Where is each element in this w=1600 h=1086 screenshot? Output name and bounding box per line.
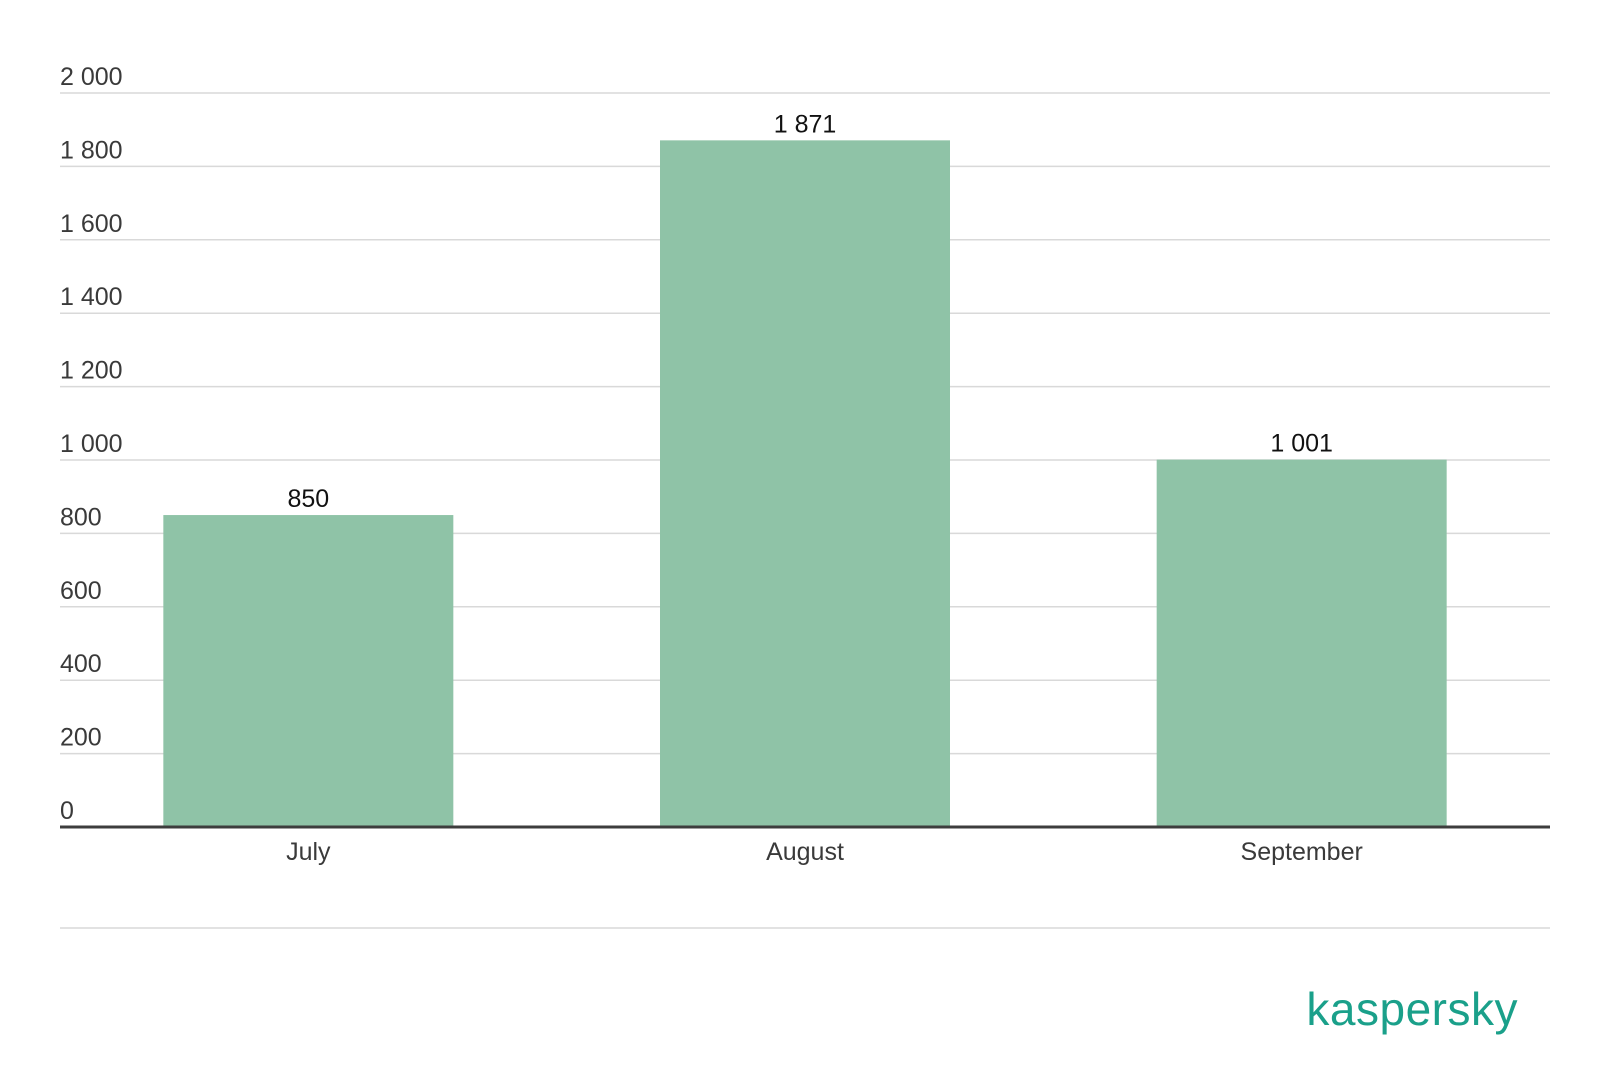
data-labels: 850 1 871 1 001 xyxy=(287,110,1332,513)
x-category-label-september: September xyxy=(1241,838,1363,866)
bar-august xyxy=(660,140,950,827)
y-axis-tick-labels: 0 200 400 600 800 1 000 1 200 1 400 1 600 1 800 2 … xyxy=(60,63,123,825)
y-tick-label: 600 xyxy=(60,577,102,605)
y-tick-label: 400 xyxy=(60,650,102,678)
y-tick-label: 1 400 xyxy=(60,283,123,311)
kaspersky-logo: kaspersky xyxy=(1306,983,1518,1035)
y-tick-label: 800 xyxy=(60,503,102,531)
y-tick-label: 1 200 xyxy=(60,357,123,385)
bars xyxy=(163,140,1447,827)
bar-july xyxy=(163,515,454,827)
y-tick-label: 2 000 xyxy=(60,63,123,91)
y-tick-label: 1 000 xyxy=(60,430,123,458)
x-axis-category-labels: July August September xyxy=(286,838,1363,866)
y-tick-label: 200 xyxy=(60,724,102,752)
y-tick-label: 1 600 xyxy=(60,210,123,238)
y-tick-label: 1 800 xyxy=(60,136,123,164)
bar-september xyxy=(1156,459,1447,827)
x-category-label-august: August xyxy=(766,838,844,866)
data-label-september: 1 001 xyxy=(1270,430,1333,458)
data-label-august: 1 871 xyxy=(774,110,837,138)
x-category-label-july: July xyxy=(286,838,331,866)
y-tick-label: 0 xyxy=(60,797,74,825)
data-label-july: 850 xyxy=(287,485,329,513)
